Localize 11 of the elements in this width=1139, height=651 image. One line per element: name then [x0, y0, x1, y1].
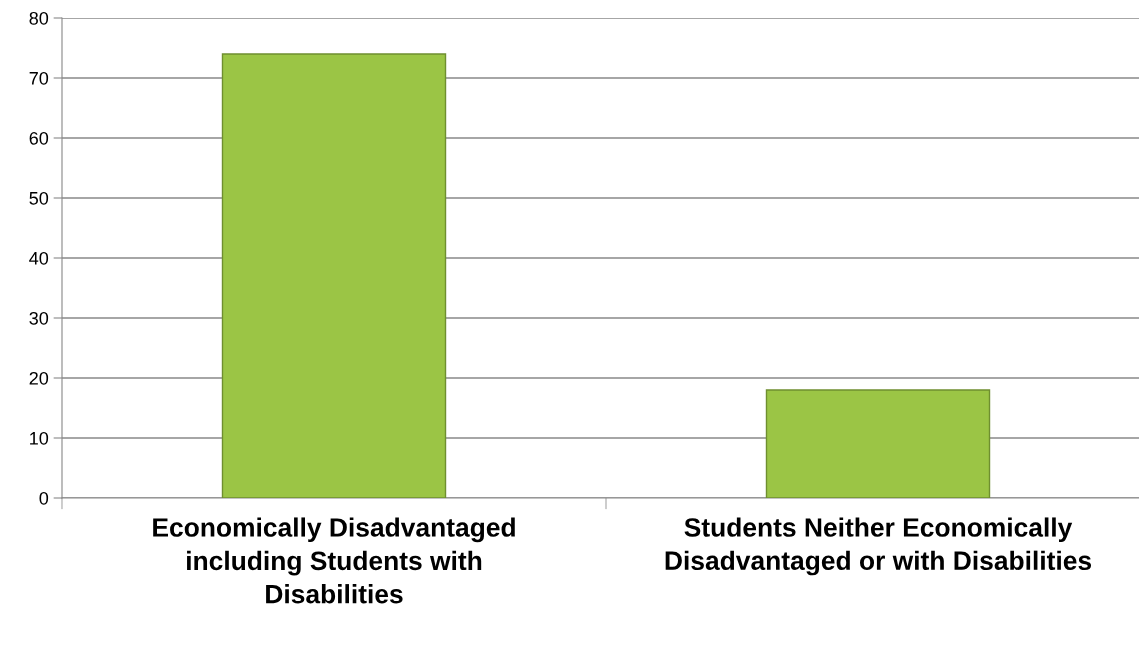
y-tick-label: 50 — [29, 191, 49, 205]
x-tick-label: Students Neither Economically Disadvantaged or with Disabilities — [665, 517, 1092, 576]
y-tick-label: 40 — [29, 251, 49, 265]
y-tick-label: 60 — [29, 131, 49, 145]
y-tick-label: 70 — [29, 71, 49, 85]
y-tick-label: 0 — [39, 491, 49, 505]
y-tick-label: 80 — [29, 11, 49, 25]
y-tick-label: 20 — [29, 371, 49, 385]
y-tick-label: 10 — [30, 431, 49, 445]
x-tick-label: Economically Disadvantaged including Students with Disabilities — [153, 517, 515, 604]
y-tick-label: 30 — [29, 311, 49, 325]
